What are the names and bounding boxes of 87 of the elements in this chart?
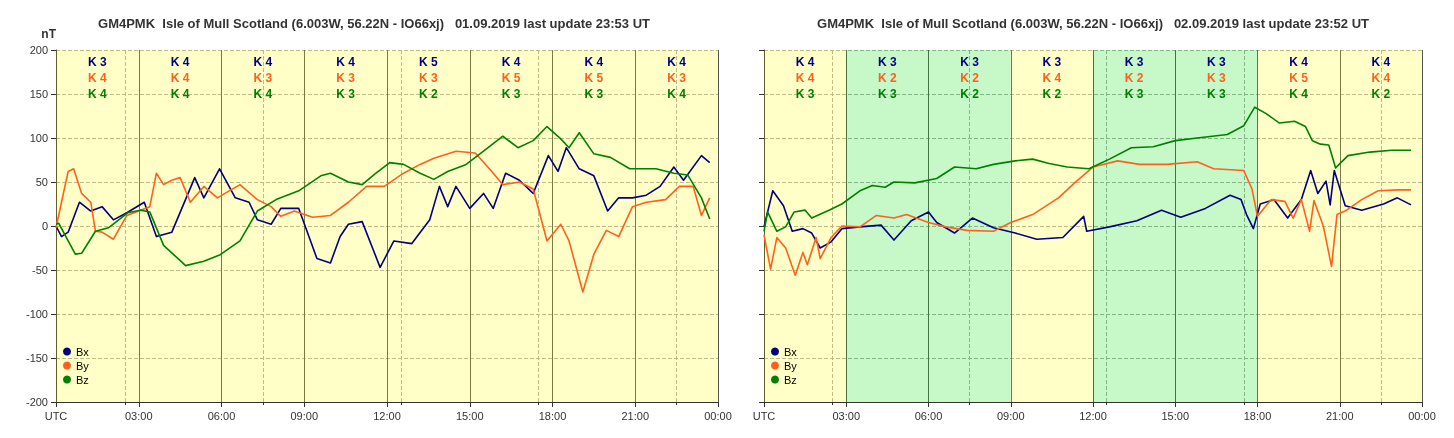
annotation: K 3 bbox=[667, 71, 687, 85]
annotation: K 3 bbox=[878, 87, 898, 101]
annotation: K 4 bbox=[667, 87, 687, 101]
annotation: K 5 bbox=[419, 55, 439, 69]
annotation: K 2 bbox=[878, 71, 898, 85]
legend-label: Bx bbox=[784, 345, 798, 358]
x-tick-label: 00:00 bbox=[704, 409, 732, 422]
annotation: K 2 bbox=[1124, 71, 1144, 85]
annotation: K 3 bbox=[1207, 71, 1227, 85]
y-tick-label: -200 bbox=[25, 396, 48, 408]
annotation: K 5 bbox=[584, 71, 604, 85]
annotation: K 3 bbox=[336, 87, 356, 101]
annotation: K 4 bbox=[88, 87, 108, 101]
annotation: K 2 bbox=[419, 87, 439, 101]
line-series bbox=[55, 125, 711, 267]
annotation: K 3 bbox=[1124, 87, 1144, 101]
line-series bbox=[55, 146, 711, 269]
annotation: K 4 bbox=[1371, 71, 1391, 85]
annotation: K 4 bbox=[795, 71, 815, 85]
annotation: K 4 bbox=[170, 71, 190, 85]
annotation: K 4 bbox=[1289, 55, 1309, 69]
x-tick-label: 15:00 bbox=[455, 409, 484, 422]
y-tick-label: -150 bbox=[25, 352, 48, 364]
legend-label: Bz bbox=[784, 373, 797, 386]
annotation: K 3 bbox=[336, 71, 356, 85]
annotation: K 2 bbox=[1371, 87, 1391, 101]
x-tick-label: 06:00 bbox=[207, 409, 236, 422]
line-series bbox=[55, 150, 711, 293]
x-tick-label: 21:00 bbox=[621, 409, 650, 422]
annotation: K 4 bbox=[88, 71, 108, 85]
x-tick-label: 00:00 bbox=[1408, 409, 1436, 422]
annotation: K 4 bbox=[795, 55, 815, 69]
legend-label: Bz bbox=[76, 373, 89, 386]
x-tick-label: 06:00 bbox=[914, 409, 943, 422]
annotation: K 4 bbox=[667, 55, 687, 69]
annotation: K 4 bbox=[501, 55, 521, 69]
x-tick-label: 21:00 bbox=[1325, 409, 1354, 422]
annotation: K 4 bbox=[1042, 71, 1062, 85]
annotation: K 3 bbox=[1042, 55, 1062, 69]
annotation: K 3 bbox=[419, 71, 439, 85]
annotation: K 2 bbox=[960, 71, 980, 85]
annotation: K 4 bbox=[1371, 55, 1391, 69]
annotation: K 3 bbox=[878, 55, 898, 69]
annotation: K 4 bbox=[584, 55, 604, 69]
legend-label: Bx bbox=[76, 345, 90, 358]
y-tick-label: -50 bbox=[32, 264, 48, 276]
annotation: K 5 bbox=[501, 71, 521, 85]
annotation: K 4 bbox=[170, 87, 190, 101]
y-tick-label: 50 bbox=[35, 176, 48, 188]
y-axis-title: nT bbox=[41, 27, 57, 41]
x-tick-label: 18:00 bbox=[1243, 409, 1272, 422]
x-tick-label: 03:00 bbox=[832, 409, 861, 422]
y-tick-label: -100 bbox=[25, 308, 48, 320]
annotation: K 2 bbox=[960, 87, 980, 101]
annotation: K 3 bbox=[1207, 87, 1227, 101]
x-tick-label: 18:00 bbox=[538, 409, 567, 422]
annotation: K 4 bbox=[1289, 87, 1309, 101]
annotation: K 4 bbox=[253, 55, 273, 69]
x-tick-label: 03:00 bbox=[124, 409, 153, 422]
annotation: K 3 bbox=[501, 87, 521, 101]
annotation: K 3 bbox=[584, 87, 604, 101]
annotation: K 4 bbox=[336, 55, 356, 69]
y-tick-label: 150 bbox=[29, 88, 48, 100]
chart-title: GM4PMK Isle of Mull Scotland (6.003W, 56.22N - IO66xj) 01.09.2019 last update 23:53 UT bbox=[98, 16, 651, 31]
annotation: K 4 bbox=[170, 55, 190, 69]
annotation: K 4 bbox=[253, 87, 273, 101]
annotation: K 2 bbox=[1042, 87, 1062, 101]
x-tick-label: 12:00 bbox=[1079, 409, 1107, 422]
chart-title: GM4PMK Isle of Mull Scotland (6.003W, 56.22N - IO66xj) 02.09.2019 last update 23:52 UT bbox=[817, 16, 1370, 31]
y-tick-label: 200 bbox=[29, 44, 48, 56]
x-tick-label: UTC bbox=[44, 409, 68, 422]
annotation: K 3 bbox=[960, 55, 980, 69]
legend-label: By bbox=[784, 359, 798, 372]
annotation: K 3 bbox=[795, 87, 815, 101]
x-tick-label: 12:00 bbox=[373, 409, 401, 422]
annotation: K 5 bbox=[1289, 71, 1309, 85]
annotation: K 3 bbox=[88, 55, 108, 69]
annotation: K 3 bbox=[1124, 55, 1144, 69]
y-tick-label: 100 bbox=[29, 132, 48, 144]
legend-label: By bbox=[76, 359, 90, 372]
x-tick-label: 09:00 bbox=[290, 409, 319, 422]
annotation: K 3 bbox=[253, 71, 273, 85]
y-tick-label: 0 bbox=[41, 220, 48, 232]
x-tick-label: UTC bbox=[752, 409, 776, 422]
x-tick-label: 09:00 bbox=[996, 409, 1025, 422]
annotation: K 3 bbox=[1207, 55, 1227, 69]
x-tick-label: 15:00 bbox=[1161, 409, 1190, 422]
